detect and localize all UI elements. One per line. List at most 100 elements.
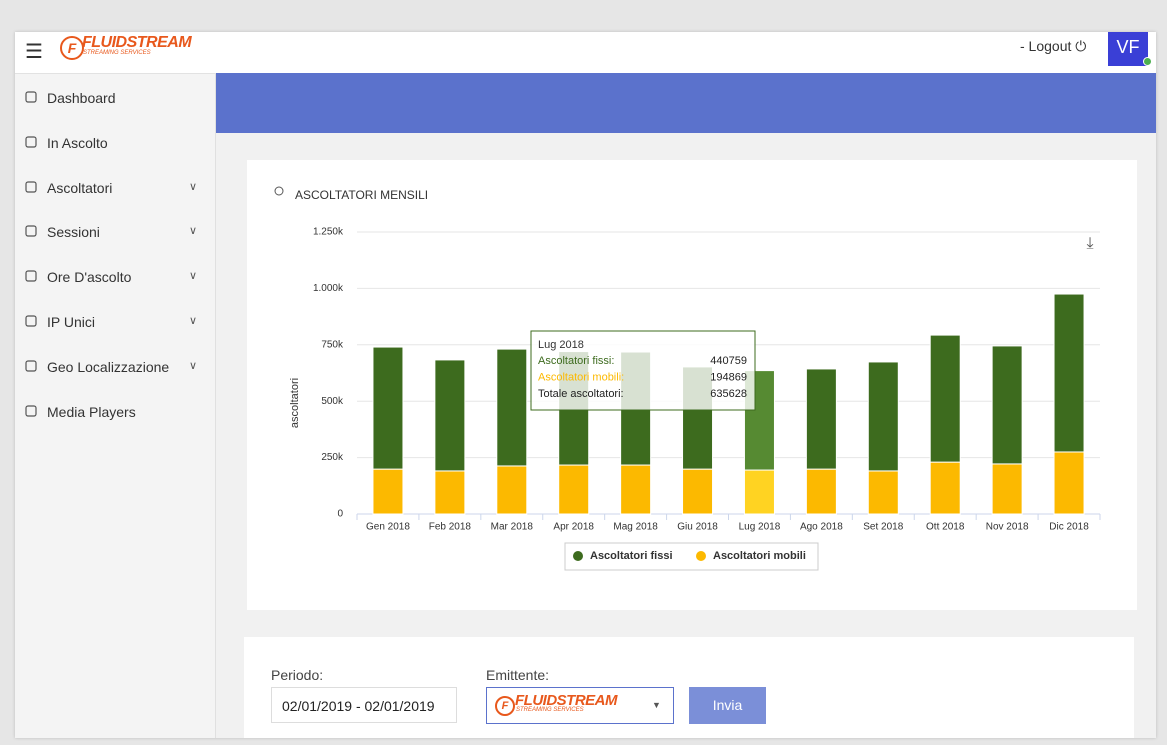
logout-text: - Logout	[1020, 38, 1072, 54]
y-tick-label: 0	[337, 509, 343, 520]
top-bar: ☰ F FLUIDSTREAM STREAMING SERVICES - Log…	[15, 32, 1156, 74]
x-tick-label: Giu 2018	[677, 522, 718, 533]
nav-icon	[25, 91, 37, 103]
nav-label: Dashboard	[47, 90, 116, 106]
x-tick-label: Dic 2018	[1049, 522, 1089, 533]
nav-chevron: ∨	[189, 270, 198, 283]
x-tick-label: Gen 2018	[366, 522, 410, 533]
nav-item[interactable]: Dashboard	[15, 76, 215, 120]
y-tick-label: 1.000k	[313, 283, 344, 294]
nav-item[interactable]: IP Unici ∨	[15, 300, 215, 344]
legend-box	[564, 542, 819, 571]
nav-chevron: ∨	[189, 180, 198, 193]
legend-marker	[573, 551, 583, 561]
legend-label: Ascoltatori fissi	[590, 550, 673, 562]
nav-item[interactable]: In Ascolto	[15, 121, 215, 165]
y-tick-label: 750k	[321, 339, 344, 350]
logout[interactable]: - Logout ⏻	[1020, 38, 1087, 54]
tooltip-value: 635628	[710, 388, 747, 400]
bar-segment	[805, 468, 837, 515]
period-input[interactable]: 02/01/2019 - 02/01/2019	[271, 687, 457, 723]
avatar[interactable]: VF	[1108, 32, 1148, 66]
nav-item[interactable]: Media Players	[15, 390, 215, 434]
emitter-label: Emittente:	[486, 667, 550, 683]
icon-shape	[25, 404, 37, 417]
logo-name: FLUIDSTREAM	[82, 34, 192, 51]
bar-segment	[620, 464, 652, 515]
bar-segment	[743, 469, 775, 515]
title-icon	[274, 186, 284, 196]
x-tick-label: Feb 2018	[429, 522, 472, 533]
x-tick-label: Lug 2018	[739, 522, 781, 533]
logo-sub: STREAMING SERVICES	[83, 50, 151, 56]
nav-icon	[25, 404, 37, 417]
nav-icon	[25, 136, 37, 148]
legend-marker	[696, 551, 706, 561]
nav-item[interactable]: Ore D'ascolto ∨	[15, 255, 215, 299]
y-tick-label: 1.250k	[313, 227, 344, 238]
tooltip-box	[530, 330, 756, 411]
nav-icon	[25, 180, 37, 193]
icon-shape	[25, 225, 37, 237]
x-tick-label: Mar 2018	[491, 522, 534, 533]
nav-label: Media Players	[47, 403, 136, 420]
sidebar: Dashboard In Ascolto Ascoltatori ∨ Sessioni ∨…	[15, 74, 216, 738]
nav-chevron: ∨	[189, 359, 198, 372]
tooltip-title: Lug 2018	[538, 339, 584, 351]
tooltip-value: 440759	[710, 355, 747, 367]
icon-shape	[25, 91, 37, 103]
x-tick-label: Nov 2018	[986, 522, 1029, 533]
x-tick-label: Apr 2018	[553, 522, 594, 533]
x-tick-label: Ago 2018	[800, 522, 843, 533]
nav-icon	[25, 225, 37, 237]
icon-shape	[25, 270, 37, 282]
y-tick-label: 250k	[321, 452, 344, 463]
x-tick-label: Ott 2018	[926, 522, 965, 533]
icon-shape	[25, 180, 37, 193]
bar-segment	[682, 468, 714, 515]
banner	[216, 73, 1156, 133]
bar-segment	[1053, 293, 1085, 453]
app: ☰ F FLUIDSTREAM STREAMING SERVICES - Log…	[15, 32, 1156, 738]
period-label: Periodo:	[271, 667, 324, 683]
tooltip-label: Totale ascoltatori:	[538, 388, 624, 400]
nav-chevron: ∨	[189, 315, 198, 327]
logo-name: FLUIDSTREAM	[515, 692, 618, 709]
chart-title: ASCOLTATORI MENSILI	[295, 188, 428, 202]
icon-shape	[25, 136, 37, 148]
nav-label: In Ascolto	[47, 134, 108, 151]
tooltip-label: Ascoltatori mobili:	[538, 371, 624, 383]
nav-item[interactable]: Sessioni ∨	[15, 210, 215, 254]
tooltip: Lug 2018 Ascoltatori fissi: 440759 Ascoltat…	[530, 330, 756, 411]
emitter-select[interactable]: F FLUIDSTREAM STREAMING SERVICES ▼	[486, 687, 674, 724]
bar-segment	[1053, 451, 1085, 515]
nav-label: Sessioni	[47, 224, 100, 241]
chart: ASCOLTATORI MENSILI ascoltatori ⤓ 0 250k 500k…	[274, 186, 1101, 571]
nav-chevron: ∨	[189, 225, 198, 238]
bar-segment	[991, 345, 1023, 465]
menu-button[interactable]: ☰	[25, 41, 43, 63]
submit-button[interactable]: Invia	[689, 687, 766, 724]
nav-label: Ore D'ascolto	[47, 269, 132, 286]
status-dot	[1143, 57, 1152, 66]
download-icon: ⤓	[1086, 235, 1093, 252]
chart-card: ASCOLTATORI MENSILI ascoltatori ⤓ 0 250k 500k…	[247, 160, 1137, 610]
x-tick-label: Mag 2018	[613, 522, 658, 533]
icon-shape	[25, 315, 37, 327]
nav-item[interactable]: Ascoltatori ∨	[15, 166, 215, 210]
icon-shape	[25, 360, 37, 372]
bar-segment	[434, 359, 466, 472]
bar-segment	[372, 468, 404, 515]
nav-item[interactable]: Geo Localizzazione ∨	[15, 345, 215, 389]
select-caret: ▼	[652, 700, 661, 710]
bar-segment	[496, 348, 528, 467]
bar-segment	[496, 465, 528, 515]
bar-segment	[929, 461, 961, 515]
bar-segment	[991, 463, 1023, 515]
x-tick-label: Set 2018	[863, 522, 903, 533]
legend-label: Ascoltatori mobili	[713, 550, 806, 562]
y-tick-label: 500k	[321, 396, 344, 407]
bar-segment	[929, 334, 961, 463]
nav-label: Geo Localizzazione	[47, 358, 170, 375]
bar-segment	[867, 361, 899, 472]
